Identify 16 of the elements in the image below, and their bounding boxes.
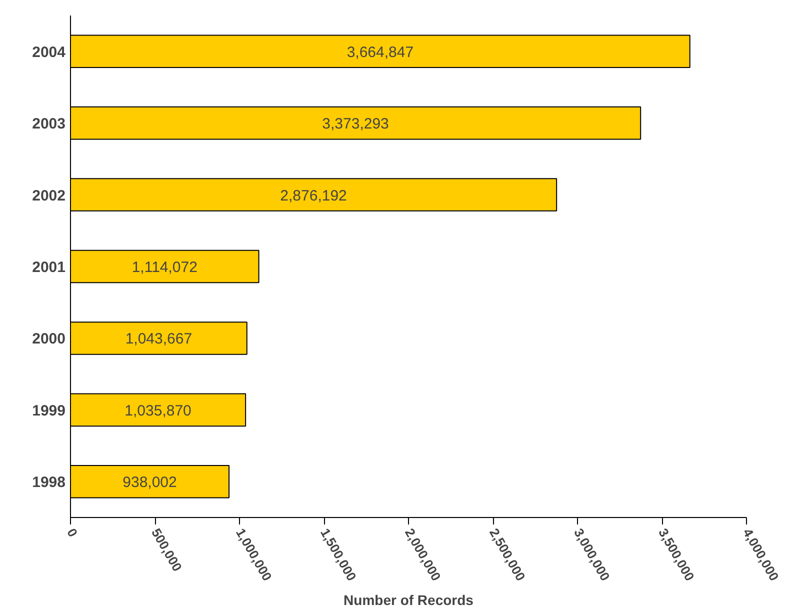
y-tick-label: 1998 [32,474,66,492]
y-tick-label: 2004 [32,44,66,61]
y-tick-label: 2001 [32,259,66,276]
y-tick-label: 2000 [32,330,66,348]
data-label: 1,043,667 [125,330,192,348]
data-label: 2,876,192 [280,187,347,204]
y-tick-label: 1999 [32,402,66,420]
data-label: 1,114,072 [132,259,198,276]
data-label: 3,664,847 [346,44,414,61]
x-axis-title: Number of Records [344,592,474,608]
data-label: 938,002 [122,474,177,492]
y-tick-label: 2002 [32,187,66,204]
x-tick-label: 0 [64,526,81,540]
data-label: 1,035,870 [124,402,192,420]
y-tick-label: 2003 [32,116,66,133]
data-label: 3,373,293 [322,116,389,133]
